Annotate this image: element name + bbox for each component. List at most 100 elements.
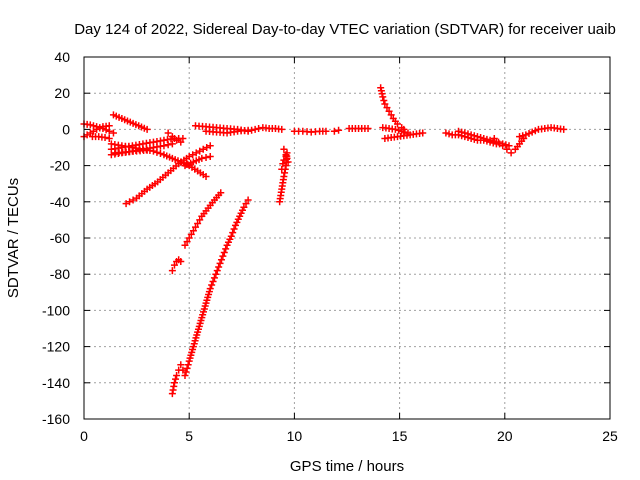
data-point <box>202 172 210 180</box>
y-tick-label: -80 <box>50 266 70 282</box>
data-point <box>206 285 214 293</box>
data-point <box>122 200 130 208</box>
data-series <box>202 126 252 137</box>
y-tick-label: 0 <box>62 121 70 137</box>
y-axis-label: SDTVAR / TECUs <box>5 178 22 298</box>
data-point <box>101 134 109 142</box>
data-point <box>560 125 568 133</box>
data-point <box>181 241 189 249</box>
data-point <box>391 125 399 133</box>
x-axis-label: GPS time / hours <box>290 458 404 475</box>
data-point <box>230 225 238 233</box>
data-point <box>227 232 235 240</box>
data-point <box>516 133 524 141</box>
data-point <box>473 133 481 141</box>
data-point <box>208 281 216 289</box>
data-point <box>164 129 172 137</box>
data-point <box>206 142 214 150</box>
data-point <box>189 151 197 159</box>
data-series <box>330 126 343 135</box>
data-point <box>212 270 220 278</box>
data-point <box>244 126 252 134</box>
data-point <box>170 261 178 269</box>
data-point <box>177 258 185 266</box>
data-point <box>240 203 248 211</box>
data-point <box>458 128 466 136</box>
data-point <box>507 149 515 157</box>
data-point <box>280 145 288 153</box>
data-point <box>209 277 217 285</box>
data-point <box>380 96 388 104</box>
data-point <box>172 375 180 383</box>
y-tick-label: -160 <box>42 411 70 427</box>
data-series <box>345 124 372 132</box>
data-point <box>168 140 176 148</box>
data-point <box>279 160 287 168</box>
data-point <box>183 364 191 372</box>
data-point <box>322 127 330 135</box>
data-series <box>80 122 113 141</box>
data-series <box>442 129 513 150</box>
data-point <box>525 129 533 137</box>
data-point <box>143 146 151 154</box>
data-point <box>393 120 401 128</box>
data-point <box>503 145 511 153</box>
data-point <box>203 144 211 151</box>
data-point <box>278 165 286 173</box>
plot-frame <box>83 56 611 420</box>
data-point <box>217 189 225 197</box>
data-point <box>156 150 164 158</box>
data-series <box>455 127 500 146</box>
x-tick-label: 20 <box>497 428 513 444</box>
grid-lines <box>84 57 610 419</box>
data-point <box>387 111 395 119</box>
y-tick-label: -100 <box>42 302 70 318</box>
y-tick-label: 40 <box>54 49 70 65</box>
data-point <box>194 220 202 228</box>
data-point <box>464 130 472 138</box>
data-point <box>143 125 151 133</box>
y-tick-label: -20 <box>50 158 70 174</box>
x-tick-label: 5 <box>185 428 193 444</box>
data-point <box>93 125 101 133</box>
data-point <box>168 267 176 275</box>
data-series <box>379 124 412 137</box>
y-tick-label: 20 <box>54 85 70 101</box>
data-point <box>202 153 210 161</box>
data-point <box>505 142 513 150</box>
data-point <box>278 125 286 133</box>
data-point <box>184 361 192 369</box>
data-point <box>330 127 338 135</box>
data-point <box>379 93 387 101</box>
data-point <box>182 368 190 376</box>
y-tick-label: -60 <box>50 230 70 246</box>
data-point <box>177 361 185 369</box>
data-points <box>80 84 568 398</box>
data-point <box>206 153 214 161</box>
data-point <box>213 267 221 275</box>
data-point <box>528 128 536 136</box>
x-tick-label: 0 <box>80 428 88 444</box>
data-series <box>112 146 151 157</box>
data-series <box>122 142 214 208</box>
data-point <box>216 259 224 267</box>
data-point <box>419 129 427 137</box>
data-point <box>494 138 502 146</box>
data-point <box>185 234 193 242</box>
data-point <box>217 256 225 264</box>
tick-labels: 0 5 10 15 20 25 40 20 0 -20 -40 -60 -80 -100 -120 -140 -… <box>42 49 618 444</box>
data-point <box>196 216 204 224</box>
data-series <box>168 196 252 398</box>
data-point <box>284 158 292 166</box>
data-point <box>519 132 527 140</box>
data-point <box>96 124 104 132</box>
data-point <box>160 142 168 150</box>
data-point <box>251 125 259 133</box>
data-point <box>196 147 204 155</box>
data-series <box>490 134 528 157</box>
data-series <box>88 133 113 142</box>
data-point <box>210 274 218 282</box>
data-point <box>219 252 227 260</box>
data-point <box>222 245 230 253</box>
data-point <box>364 124 372 132</box>
